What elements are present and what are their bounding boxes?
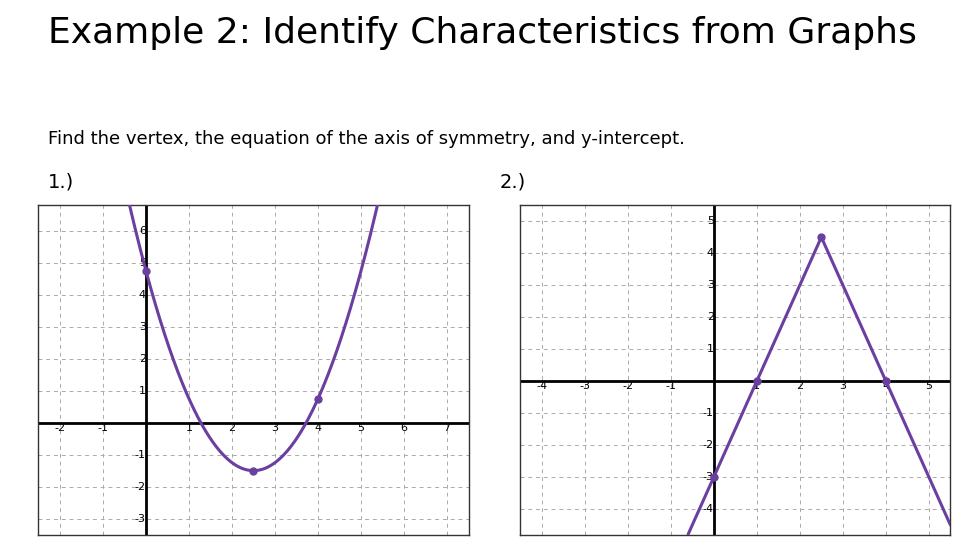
- Text: 4: 4: [315, 423, 322, 433]
- Text: -1: -1: [703, 408, 714, 418]
- Text: -4: -4: [536, 381, 547, 391]
- Text: 2: 2: [796, 381, 804, 391]
- Text: 3: 3: [839, 381, 847, 391]
- Text: -3: -3: [579, 381, 590, 391]
- Text: 1: 1: [185, 423, 192, 433]
- Text: 1.): 1.): [48, 173, 74, 192]
- Text: 5: 5: [139, 258, 146, 268]
- Text: 2: 2: [707, 312, 714, 322]
- Text: Find the vertex, the equation of the axis of symmetry, and y-intercept.: Find the vertex, the equation of the axi…: [48, 130, 684, 147]
- Text: -1: -1: [665, 381, 676, 391]
- Text: 3: 3: [272, 423, 278, 433]
- Text: -2: -2: [703, 440, 714, 450]
- Text: 7: 7: [444, 423, 450, 433]
- Text: 2.): 2.): [499, 173, 525, 192]
- Text: -2: -2: [134, 482, 146, 491]
- Text: 5: 5: [925, 381, 932, 391]
- Text: 2: 2: [139, 354, 146, 364]
- Text: 4: 4: [139, 290, 146, 300]
- Text: 4: 4: [882, 381, 889, 391]
- Text: 1: 1: [707, 344, 714, 354]
- Text: -3: -3: [703, 472, 714, 482]
- Text: 6: 6: [400, 423, 408, 433]
- Text: -1: -1: [97, 423, 108, 433]
- Text: 3: 3: [139, 322, 146, 332]
- Text: -2: -2: [55, 423, 65, 433]
- Text: -2: -2: [622, 381, 634, 391]
- Text: 3: 3: [707, 280, 714, 290]
- Text: 5: 5: [707, 216, 714, 226]
- Text: -3: -3: [135, 514, 146, 524]
- Text: 6: 6: [139, 226, 146, 236]
- Text: -4: -4: [703, 504, 714, 514]
- Text: -1: -1: [135, 450, 146, 460]
- Text: 1: 1: [754, 381, 760, 391]
- Text: 1: 1: [139, 386, 146, 396]
- Text: 2: 2: [228, 423, 235, 433]
- Text: 5: 5: [357, 423, 365, 433]
- Text: Example 2: Identify Characteristics from Graphs: Example 2: Identify Characteristics from…: [48, 16, 917, 50]
- Text: 4: 4: [707, 248, 714, 258]
